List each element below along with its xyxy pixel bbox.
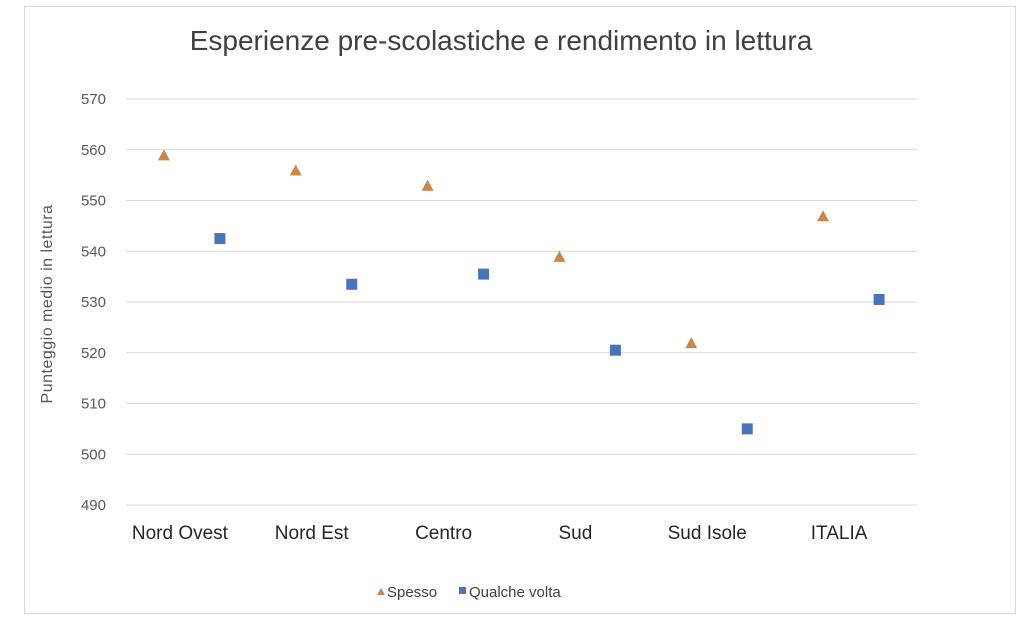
data-point-qualche-volta — [741, 423, 753, 435]
x-axis-categories: Nord Ovest Nord Est Centro Sud Sud Isole ITAL… — [132, 523, 868, 544]
x-category-label: Centro — [415, 523, 472, 544]
y-axis-ticks: 490 500 510 520 530 540 550 560 570 — [81, 91, 106, 514]
data-point-spesso — [685, 337, 698, 349]
y-tick-label: 540 — [81, 243, 106, 260]
data-point-qualche-volta — [609, 344, 621, 356]
chart-title: Esperienze pre-scolastiche e rendimento … — [190, 25, 813, 56]
x-category-label: Sud Isole — [668, 523, 747, 544]
y-tick-label: 500 — [81, 446, 106, 463]
data-point-spesso — [157, 149, 170, 161]
data-points — [157, 149, 885, 435]
legend: Spesso Qualche volta — [377, 584, 561, 601]
y-tick-label: 510 — [81, 396, 106, 413]
x-category-label: Sud — [559, 523, 593, 544]
y-tick-label: 560 — [81, 142, 106, 159]
y-tick-label: 530 — [81, 294, 106, 311]
gridlines — [126, 98, 917, 506]
data-point-qualche-volta — [478, 268, 490, 280]
y-tick-label: 570 — [81, 91, 106, 108]
data-point-spesso — [817, 210, 830, 222]
data-point-qualche-volta — [346, 278, 358, 290]
scatter-chart: Esperienze pre-scolastiche e rendimento … — [39, 25, 917, 601]
y-tick-label: 550 — [81, 193, 106, 210]
y-tick-label: 490 — [81, 497, 106, 514]
legend-square-icon — [459, 587, 466, 594]
legend-triangle-icon — [377, 588, 385, 595]
legend-entry: Qualche volta — [469, 584, 561, 601]
y-tick-label: 520 — [81, 345, 106, 362]
y-axis-label: Punteggio medio in lettura — [39, 205, 56, 404]
data-point-spesso — [289, 164, 302, 176]
data-point-qualche-volta — [873, 293, 885, 305]
data-point-qualche-volta — [214, 233, 226, 245]
chart-frame: Esperienze pre-scolastiche e rendimento … — [24, 6, 1016, 614]
x-category-label: ITALIA — [811, 523, 868, 544]
data-point-spesso — [421, 179, 434, 191]
x-category-label: Nord Est — [275, 523, 350, 544]
legend-entry: Spesso — [387, 584, 437, 601]
x-category-label: Nord Ovest — [132, 523, 229, 544]
data-point-spesso — [553, 250, 566, 262]
